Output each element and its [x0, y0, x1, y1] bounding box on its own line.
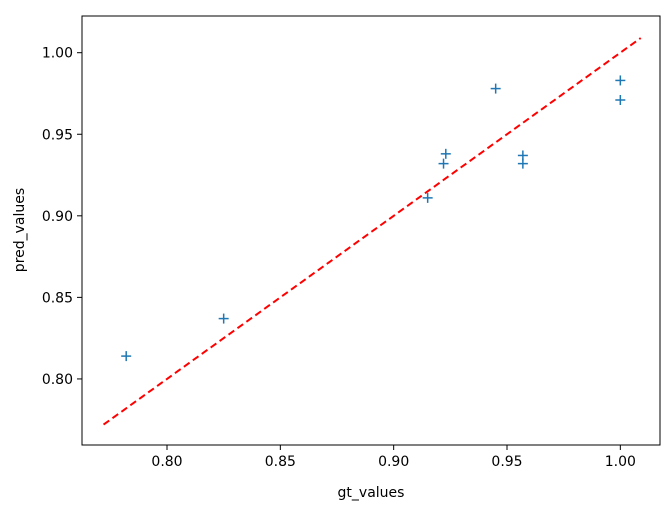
x-axis-ticks: 0.80 0.85 0.90 0.95 1.00: [151, 445, 636, 470]
y-tick-label: 0.80: [42, 372, 73, 388]
x-tick-label: 0.80: [151, 454, 182, 470]
x-axis-label: gt_values: [338, 485, 405, 501]
data-point: [490, 83, 501, 94]
x-tick-label: 0.85: [265, 454, 296, 470]
y-tick-label: 0.95: [42, 127, 73, 143]
y-tick-label: 0.85: [42, 290, 73, 306]
points-layer: [121, 75, 626, 362]
data-point: [121, 351, 132, 362]
data-point: [615, 75, 626, 86]
y-axis-label: pred_values: [12, 188, 28, 272]
plot-area: [81, 15, 661, 446]
reference-line-layer: [102, 37, 642, 426]
y-tick-label: 1.00: [42, 46, 73, 62]
x-tick-label: 1.00: [605, 454, 636, 470]
data-point: [438, 158, 449, 169]
x-tick-label: 0.95: [491, 454, 522, 470]
data-point: [615, 95, 626, 106]
data-point: [218, 313, 229, 324]
reference-line: [102, 37, 642, 426]
data-point: [422, 192, 433, 203]
y-axis-ticks: 0.80 0.85 0.90 0.95 1.00: [42, 46, 82, 388]
data-point: [517, 150, 528, 161]
x-tick-label: 0.90: [378, 454, 409, 470]
data-point: [440, 148, 451, 159]
y-tick-label: 0.90: [42, 209, 73, 225]
